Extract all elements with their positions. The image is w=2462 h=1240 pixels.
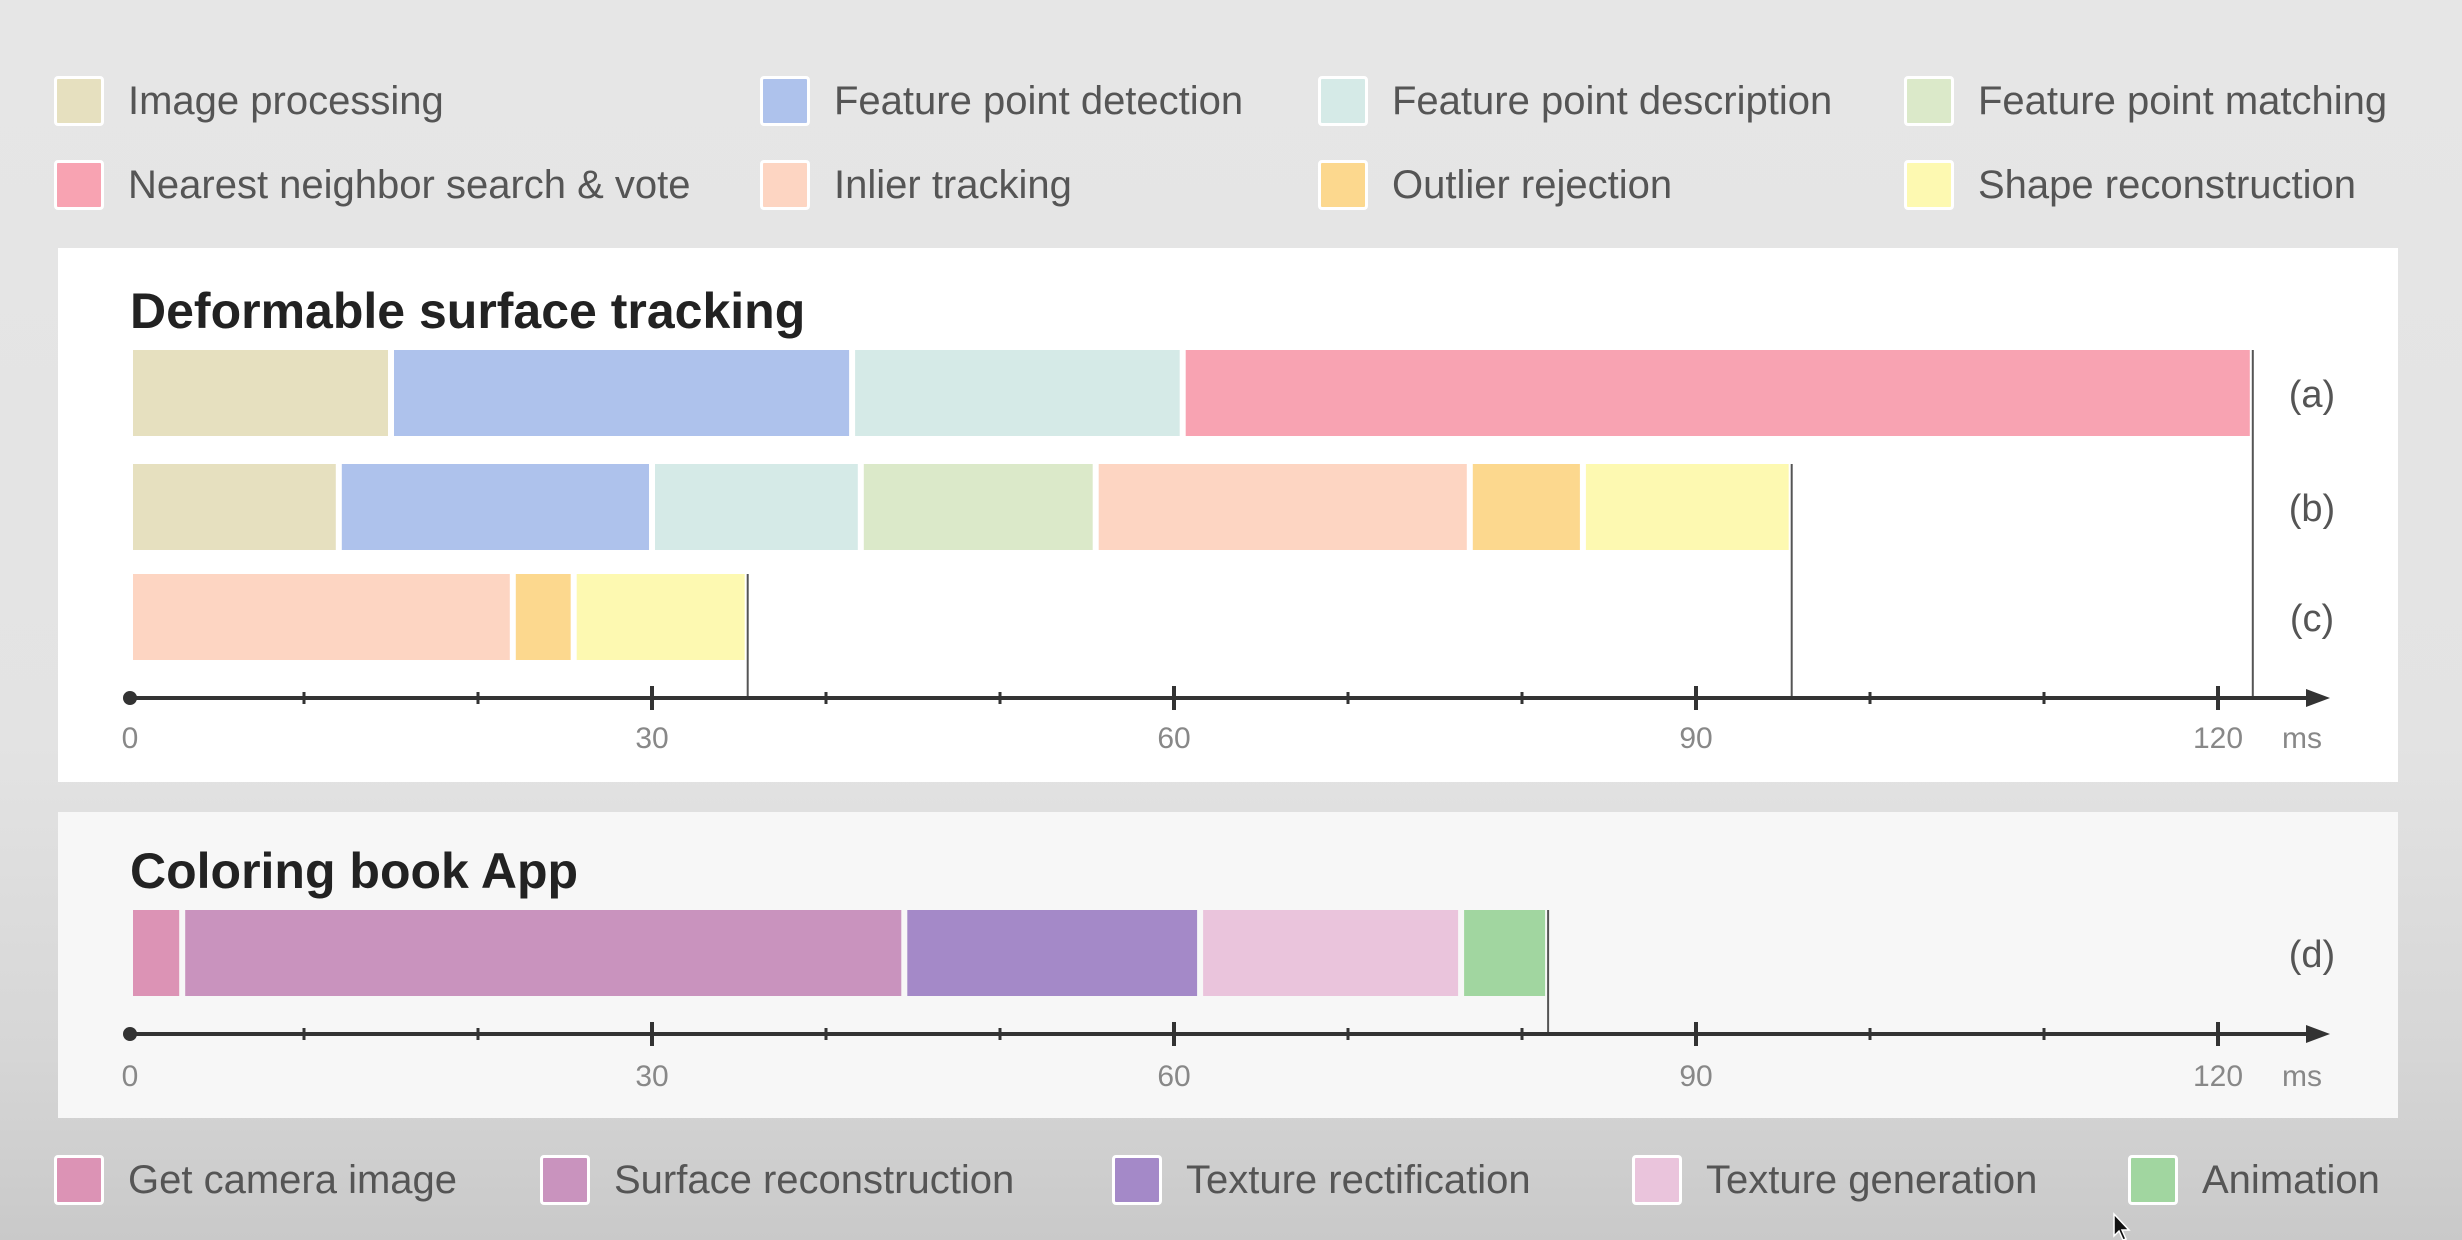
bar-segment [133,910,180,996]
legend-label: Feature point detection [834,78,1244,123]
tick-label: 90 [1679,1060,1712,1093]
tick-label: 120 [2193,1060,2243,1093]
chart-title: Coloring book App [130,843,579,899]
axis-arrow-icon [2306,1025,2330,1043]
legend-swatch [2128,1155,2178,1205]
bar-segment [1098,464,1467,550]
legend-item: Texture generation [1632,1155,2037,1205]
bar-segment [855,350,1180,436]
legend-swatch [760,160,810,210]
legend-item: Texture rectification [1112,1155,1531,1205]
bar-segment [185,910,902,996]
bar-segment [1464,910,1546,996]
row-label: (b) [2289,488,2335,530]
bar-segment [515,574,571,660]
legend-label: Texture rectification [1186,1157,1531,1202]
legend-label: Animation [2202,1157,2380,1202]
bar-segment [1203,910,1459,996]
tick-label: 120 [2193,722,2243,755]
axis-origin-dot [123,691,137,705]
bar-segment [655,464,858,550]
legend-label: Outlier rejection [1392,162,1673,207]
legend-label: Feature point matching [1978,78,2388,123]
bar-segment [907,910,1198,996]
legend-label: Image processing [128,78,444,123]
row-label: (d) [2289,934,2335,976]
legend-label: Inlier tracking [834,162,1072,207]
bar-segment [1472,464,1580,550]
legend-label: Feature point description [1392,78,1833,123]
legend-item: Feature point matching [1904,76,2387,126]
legend-swatch [1904,76,1954,126]
legend-swatch [1318,76,1368,126]
axis-origin-dot [123,1027,137,1041]
tick-label: 30 [635,722,668,755]
legend-swatch [1904,160,1954,210]
legend-label: Get camera image [128,1157,458,1202]
legend-swatch [54,76,104,126]
legend-item: Outlier rejection [1318,160,1672,210]
legend-swatch [54,1155,104,1205]
tick-label: 90 [1679,722,1712,755]
legend-label: Shape reconstruction [1978,162,2357,207]
legend-item: Surface reconstruction [540,1155,1014,1205]
legend-label: Texture generation [1706,1157,2038,1202]
legend-swatch [54,160,104,210]
bar-segment [133,464,336,550]
legend-label: Surface reconstruction [614,1157,1015,1202]
legend-swatch [760,76,810,126]
legend-item: Feature point description [1318,76,1832,126]
legend-swatch [540,1155,590,1205]
axis-unit-label: ms [2282,722,2322,755]
axis-arrow-icon [2306,689,2330,707]
legend-item: Get camera image [54,1155,457,1205]
mouse-cursor-icon [2113,1212,2131,1240]
legend-item: Nearest neighbor search & vote [54,160,691,210]
bar-segment [1585,464,1789,550]
axis-unit-label: ms [2282,1060,2322,1093]
legend-item: Inlier tracking [760,160,1072,210]
tick-label: 60 [1157,722,1190,755]
tick-label: 0 [122,722,139,755]
bar-segment [133,350,388,436]
bar-segment [863,464,1093,550]
tick-label: 60 [1157,1060,1190,1093]
chart-title: Deformable surface tracking [130,283,806,339]
bar-segment [1185,350,2250,436]
legend-item: Image processing [54,76,444,126]
bar-segment [394,350,850,436]
row-label: (a) [2289,374,2335,416]
legend-label: Nearest neighbor search & vote [128,162,691,207]
legend-item: Feature point detection [760,76,1243,126]
bar-segment [576,574,745,660]
legend-swatch [1112,1155,1162,1205]
legend-swatch [1318,160,1368,210]
tick-label: 30 [635,1060,668,1093]
legend-item: Animation [2128,1155,2380,1205]
bar-segment [341,464,649,550]
legend-swatch [1632,1155,1682,1205]
legend-item: Shape reconstruction [1904,160,2356,210]
bar-segment [133,574,510,660]
row-label: (c) [2290,598,2334,640]
tick-label: 0 [122,1060,139,1093]
